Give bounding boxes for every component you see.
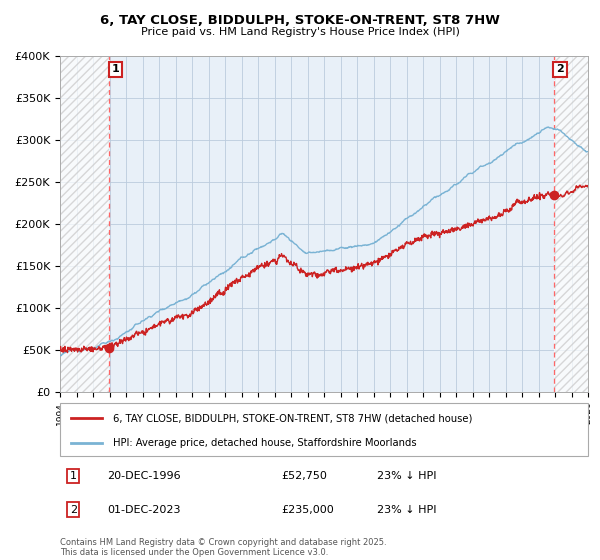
Text: 23% ↓ HPI: 23% ↓ HPI	[377, 505, 436, 515]
Bar	[60, 56, 109, 392]
Text: 6, TAY CLOSE, BIDDULPH, STOKE-ON-TRENT, ST8 7HW (detached house): 6, TAY CLOSE, BIDDULPH, STOKE-ON-TRENT, …	[113, 413, 472, 423]
Text: Price paid vs. HM Land Registry's House Price Index (HPI): Price paid vs. HM Land Registry's House …	[140, 27, 460, 37]
Text: £52,750: £52,750	[282, 471, 328, 481]
Text: Contains HM Land Registry data © Crown copyright and database right 2025.
This d: Contains HM Land Registry data © Crown c…	[60, 538, 386, 557]
Text: 6, TAY CLOSE, BIDDULPH, STOKE-ON-TRENT, ST8 7HW: 6, TAY CLOSE, BIDDULPH, STOKE-ON-TRENT, …	[100, 14, 500, 27]
Text: 2: 2	[556, 64, 564, 74]
Bar	[554, 56, 588, 392]
FancyBboxPatch shape	[60, 403, 588, 456]
Text: 01-DEC-2023: 01-DEC-2023	[107, 505, 181, 515]
Text: 1: 1	[112, 64, 119, 74]
Text: 2: 2	[70, 505, 77, 515]
Text: 20-DEC-1996: 20-DEC-1996	[107, 471, 181, 481]
Text: HPI: Average price, detached house, Staffordshire Moorlands: HPI: Average price, detached house, Staf…	[113, 438, 416, 448]
Text: £235,000: £235,000	[282, 505, 335, 515]
Text: 1: 1	[70, 471, 77, 481]
Text: 23% ↓ HPI: 23% ↓ HPI	[377, 471, 436, 481]
